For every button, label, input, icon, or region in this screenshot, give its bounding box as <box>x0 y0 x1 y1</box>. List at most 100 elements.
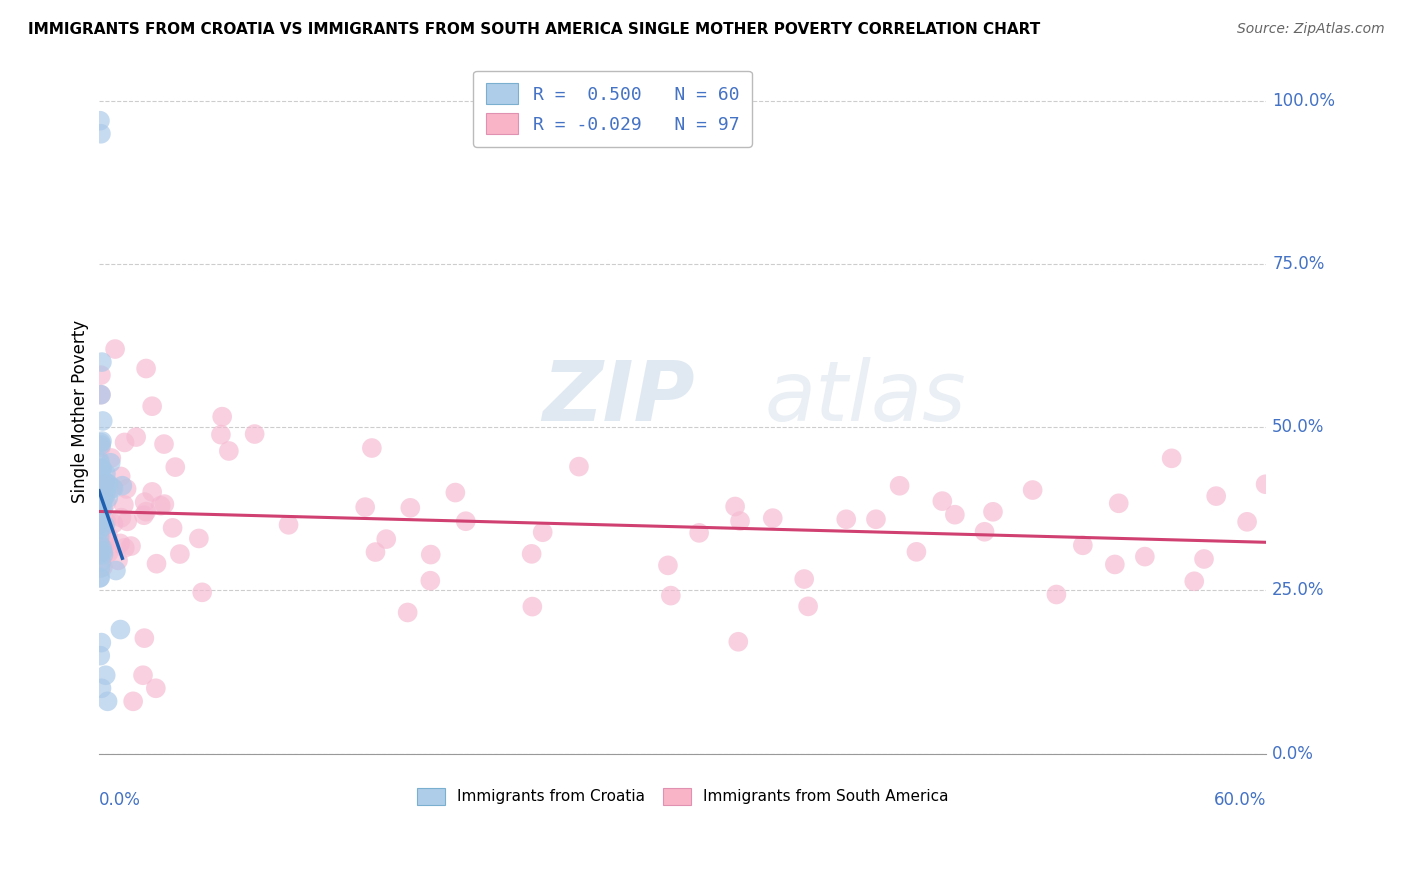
Text: ZIP: ZIP <box>543 357 695 438</box>
Point <box>444 485 467 500</box>
Point <box>93 475 115 489</box>
Point <box>134 495 156 509</box>
Point <box>90 530 112 544</box>
Point <box>728 514 751 528</box>
Point <box>94 668 117 682</box>
Point <box>90 513 112 527</box>
Point <box>191 585 214 599</box>
Point <box>134 631 156 645</box>
Point <box>96 483 118 498</box>
Point <box>91 493 114 508</box>
Point <box>91 434 114 449</box>
Point <box>364 545 387 559</box>
Point <box>145 681 167 696</box>
Point <box>93 541 115 556</box>
Point <box>522 599 544 614</box>
Point <box>120 539 142 553</box>
Point <box>354 500 377 515</box>
Point <box>797 599 820 614</box>
Point <box>89 561 111 575</box>
Point <box>94 483 117 497</box>
Point <box>943 508 966 522</box>
Point <box>93 478 115 492</box>
Point <box>100 456 122 470</box>
Point <box>90 462 112 476</box>
Point <box>89 570 111 584</box>
Point <box>132 508 155 523</box>
Point <box>103 482 125 496</box>
Point <box>419 574 441 588</box>
Point <box>93 476 115 491</box>
Point <box>209 427 232 442</box>
Point <box>93 519 115 533</box>
Point <box>727 634 749 648</box>
Point <box>90 387 112 401</box>
Point <box>112 498 135 512</box>
Text: 25.0%: 25.0% <box>1272 582 1324 599</box>
Point <box>90 486 112 500</box>
Point <box>96 533 118 548</box>
Point <box>762 511 785 525</box>
Point <box>94 490 117 504</box>
Point <box>111 478 134 492</box>
Point <box>724 500 747 514</box>
Point <box>1160 451 1182 466</box>
Point <box>568 459 591 474</box>
Point <box>360 441 382 455</box>
Point <box>419 548 441 562</box>
Point <box>97 491 120 505</box>
Point <box>141 399 163 413</box>
Point <box>218 444 240 458</box>
Point <box>91 544 114 558</box>
Point <box>96 515 118 529</box>
Point <box>90 461 112 475</box>
Point <box>91 560 114 574</box>
Point <box>101 481 124 495</box>
Text: 50.0%: 50.0% <box>1272 418 1324 436</box>
Point <box>91 462 114 476</box>
Point <box>94 467 117 481</box>
Point <box>243 427 266 442</box>
Point <box>115 514 138 528</box>
Point <box>520 547 543 561</box>
Point <box>375 532 398 546</box>
Point <box>531 525 554 540</box>
Point <box>1236 515 1258 529</box>
Point <box>89 516 111 531</box>
Point <box>122 694 145 708</box>
Point <box>91 541 114 555</box>
Point <box>114 541 136 555</box>
Point <box>865 512 887 526</box>
Point <box>905 545 928 559</box>
Point <box>1071 538 1094 552</box>
Point <box>90 127 112 141</box>
Point <box>90 494 112 508</box>
Point <box>89 456 111 470</box>
Point <box>169 547 191 561</box>
Point <box>96 496 118 510</box>
Point <box>688 525 710 540</box>
Point <box>1104 558 1126 572</box>
Point <box>115 482 138 496</box>
Point <box>973 524 995 539</box>
Point <box>94 518 117 533</box>
Point <box>125 430 148 444</box>
Point <box>89 548 111 562</box>
Point <box>96 476 118 491</box>
Point <box>1192 552 1215 566</box>
Point <box>931 494 953 508</box>
Point <box>89 113 111 128</box>
Point <box>162 521 184 535</box>
Point <box>89 468 111 483</box>
Point <box>104 564 127 578</box>
Legend: Immigrants from Croatia, Immigrants from South America: Immigrants from Croatia, Immigrants from… <box>408 779 957 814</box>
Point <box>89 454 111 468</box>
Point <box>90 544 112 558</box>
Point <box>657 558 679 573</box>
Y-axis label: Single Mother Poverty: Single Mother Poverty <box>72 319 89 502</box>
Point <box>103 516 125 531</box>
Point <box>90 555 112 569</box>
Point <box>90 368 112 383</box>
Point <box>91 501 114 516</box>
Text: Source: ZipAtlas.com: Source: ZipAtlas.com <box>1237 22 1385 37</box>
